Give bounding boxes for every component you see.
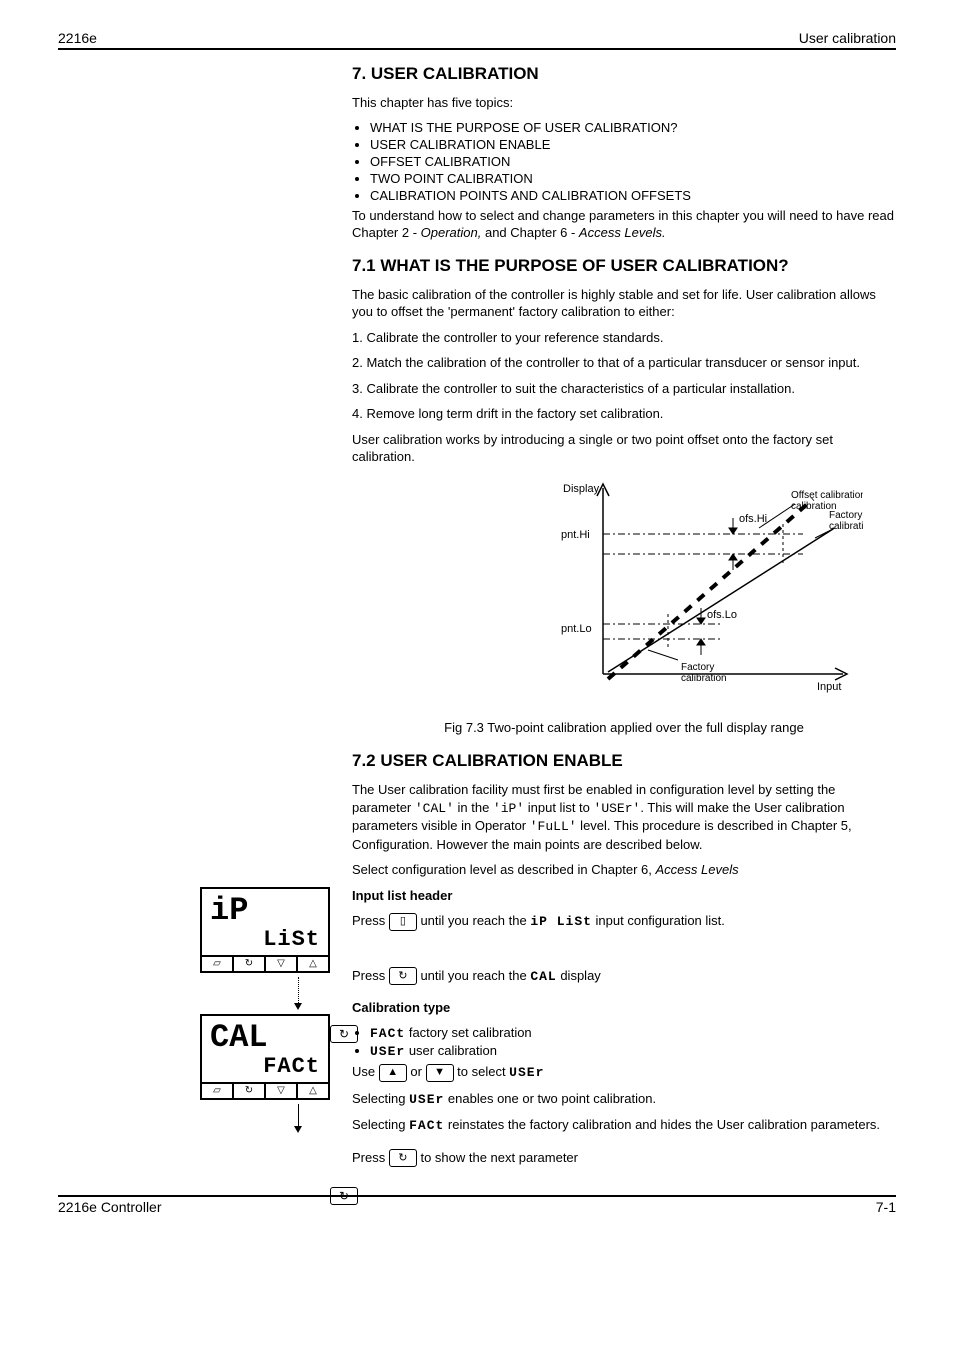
topic-item: OFFSET CALIBRATION (370, 154, 896, 169)
down-button-icon: ▼ (426, 1064, 454, 1082)
svg-text:calibration: calibration (829, 521, 863, 532)
intro-2: To understand how to select and change p… (352, 207, 896, 242)
down-btn-icon: ▽ (266, 957, 298, 971)
step3-select: Selecting USEr enables one or two point … (352, 1090, 896, 1109)
lcd-display-ip: iP LiSt ▱ ↻ ▽ △ (200, 887, 330, 973)
s71-list: 1. Calibrate the controller to your refe… (352, 329, 896, 423)
step1-text: Press ▯ until you reach the iP LiSt inpu… (352, 912, 896, 931)
topic-list: WHAT IS THE PURPOSE OF USER CALIBRATION?… (370, 120, 896, 203)
header-left: 2216e (58, 30, 97, 46)
scroll-button-icon: ↻ (389, 1149, 417, 1167)
scroll-indicator-icon: ↻ (330, 1187, 358, 1205)
lcd-bot: FACt (210, 1056, 320, 1078)
svg-text:ofs.Hi: ofs.Hi (739, 513, 767, 525)
footer-left: 2216e Controller (58, 1199, 162, 1215)
page-button-icon: ▯ (389, 913, 417, 931)
topic-item: USER CALIBRATION ENABLE (370, 137, 896, 152)
calibration-graph: Display pnt.Hi pnt.Lo Input ofs.Hi ofs.L… (553, 474, 863, 704)
s72-title: 7.2 USER CALIBRATION ENABLE (352, 751, 896, 771)
s71-p2: User calibration works by introducing a … (352, 431, 896, 466)
svg-text:Display: Display (563, 483, 600, 495)
page-btn-icon: ▱ (202, 957, 234, 971)
svg-text:calibration: calibration (681, 673, 727, 684)
scroll-btn-icon: ↻ (234, 1084, 266, 1098)
up-btn-icon: △ (298, 1084, 328, 1098)
s71-title: 7.1 WHAT IS THE PURPOSE OF USER CALIBRAT… (352, 256, 896, 276)
s71-p1: The basic calibration of the controller … (352, 286, 896, 321)
step3-use: Use ▲ or ▼ to select USEr (352, 1063, 896, 1082)
topic-item: WHAT IS THE PURPOSE OF USER CALIBRATION? (370, 120, 896, 135)
lcd-display-cal: CAL FACt ▱ ↻ ▽ △ (200, 1014, 330, 1100)
footer-rule (58, 1195, 896, 1197)
svg-text:Factory calibration: Factory calibration (829, 510, 863, 521)
graph-caption: Fig 7.3 Two-point calibration applied ov… (352, 720, 896, 735)
svg-text:pnt.Lo: pnt.Lo (561, 623, 592, 635)
lcd-top: iP (210, 895, 320, 927)
s72-p1: The User calibration facility must first… (352, 781, 896, 853)
up-button-icon: ▲ (379, 1064, 407, 1082)
topic-item: TWO POINT CALIBRATION (370, 171, 896, 186)
s72-p2: Select configuration level as described … (352, 861, 896, 879)
lcd-bot: LiSt (210, 929, 320, 951)
svg-text:pnt.Hi: pnt.Hi (561, 529, 590, 541)
lcd-top: CAL (210, 1022, 320, 1054)
scroll-button-icon: ↻ (389, 967, 417, 985)
svg-text:ofs.Lo: ofs.Lo (707, 609, 737, 621)
svg-text:Input: Input (817, 681, 841, 693)
step4-text: Press ↻ to show the next parameter (352, 1149, 896, 1168)
scroll-indicator-icon: ↻ (330, 1025, 358, 1043)
header-right: User calibration (799, 30, 896, 46)
step3-title: Calibration type (352, 1000, 450, 1015)
cal-options: FACt factory set calibration USEr user c… (370, 1025, 896, 1059)
section-title: 7. USER CALIBRATION (352, 64, 896, 84)
scroll-btn-icon: ↻ (234, 957, 266, 971)
intro-1: This chapter has five topics: (352, 94, 896, 112)
svg-text:Offset calibration: Offset calibration (791, 490, 863, 501)
step2-text: Press ↻ until you reach the CAL display (352, 967, 896, 986)
header-rule (58, 48, 896, 50)
step3-select2: Selecting FACt reinstates the factory ca… (352, 1116, 896, 1135)
topic-item: CALIBRATION POINTS AND CALIBRATION OFFSE… (370, 188, 896, 203)
up-btn-icon: △ (298, 957, 328, 971)
svg-text:Factory: Factory (681, 662, 714, 673)
footer-right: 7-1 (876, 1199, 896, 1215)
page-btn-icon: ▱ (202, 1084, 234, 1098)
step1-title: Input list header (352, 888, 452, 903)
down-btn-icon: ▽ (266, 1084, 298, 1098)
